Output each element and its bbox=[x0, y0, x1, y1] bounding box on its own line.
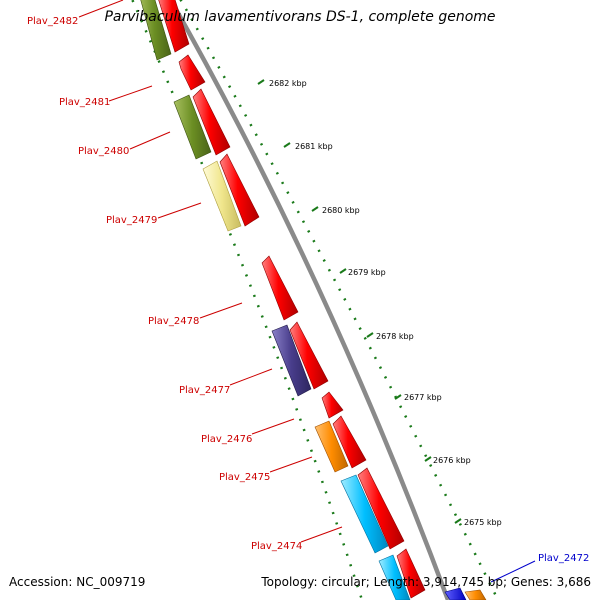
kbp-label: 2675 kbp bbox=[464, 518, 502, 527]
kbp-label: 2676 kbp bbox=[433, 456, 471, 465]
genome-summary: Topology: circular; Length: 3,914,745 bp… bbox=[261, 575, 591, 589]
gene-olive[interactable] bbox=[173, 94, 212, 160]
inner-genes bbox=[138, 0, 487, 600]
gene-label[interactable]: Plav_2481 bbox=[59, 97, 110, 108]
kbp-label: 2681 kbp bbox=[295, 142, 333, 151]
gene-label[interactable]: Plav_2475 bbox=[219, 472, 270, 483]
outer-tick-ring bbox=[179, 0, 500, 600]
kbp-label: 2678 kbp bbox=[376, 332, 414, 341]
inner-tick-ring bbox=[131, 0, 364, 600]
accession-text: Accession: NC_009719 bbox=[9, 575, 146, 589]
gene-blue[interactable] bbox=[444, 587, 467, 600]
gene-forward[interactable] bbox=[396, 548, 426, 599]
gene-forward[interactable] bbox=[357, 467, 405, 550]
kbp-label: 2680 kbp bbox=[322, 206, 360, 215]
gene-forward[interactable] bbox=[219, 153, 260, 227]
kbp-ticks bbox=[257, 79, 462, 524]
gene-olive[interactable] bbox=[138, 0, 172, 61]
kbp-label: 2677 kbp bbox=[404, 393, 442, 402]
gene-purple[interactable] bbox=[271, 324, 312, 397]
gene-label[interactable]: Plav_2476 bbox=[201, 434, 252, 445]
gene-labels: Plav_2482 Plav_2481 Plav_2480 Plav_2479 … bbox=[27, 0, 589, 583]
gene-forward[interactable] bbox=[178, 54, 206, 91]
gene-forward[interactable] bbox=[321, 391, 344, 419]
gene-label[interactable]: Plav_2480 bbox=[78, 146, 129, 157]
gene-khaki[interactable] bbox=[202, 160, 242, 232]
gene-label[interactable]: Plav_2482 bbox=[27, 16, 78, 27]
gene-forward[interactable] bbox=[332, 415, 367, 469]
gene-orange[interactable] bbox=[314, 420, 349, 473]
gene-forward[interactable] bbox=[289, 321, 329, 390]
gene-cyan[interactable] bbox=[340, 474, 389, 554]
gene-label[interactable]: Plav_2472 bbox=[538, 553, 589, 564]
gene-label[interactable]: Plav_2474 bbox=[251, 541, 302, 552]
gene-label[interactable]: Plav_2477 bbox=[179, 385, 230, 396]
kbp-label: 2682 kbp bbox=[269, 79, 307, 88]
gene-cyan[interactable] bbox=[378, 554, 411, 600]
gene-label[interactable]: Plav_2478 bbox=[148, 316, 199, 327]
gene-orange[interactable] bbox=[464, 589, 487, 600]
kbp-scale: 2682 kbp 2681 kbp 2680 kbp 2679 kbp 2678… bbox=[269, 79, 502, 527]
gene-forward[interactable] bbox=[261, 255, 299, 321]
kbp-label: 2679 kbp bbox=[348, 268, 386, 277]
gene-forward[interactable] bbox=[158, 0, 190, 53]
forward-genes bbox=[158, 0, 426, 599]
genome-backbone bbox=[168, 0, 451, 600]
gene-label[interactable]: Plav_2479 bbox=[106, 215, 157, 226]
gene-forward[interactable] bbox=[192, 88, 231, 156]
genome-title: Parvibaculum lavamentivorans DS-1, compl… bbox=[104, 9, 496, 25]
